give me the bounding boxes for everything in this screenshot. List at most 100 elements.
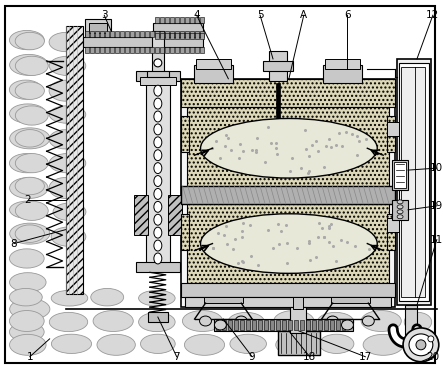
Bar [264,320,268,330]
Ellipse shape [15,177,44,195]
Bar [140,47,144,53]
Ellipse shape [49,106,86,123]
Bar [228,320,232,330]
Bar [185,17,189,23]
Text: 8: 8 [11,239,17,249]
Ellipse shape [154,240,162,251]
Ellipse shape [10,273,46,292]
Bar [134,195,148,235]
Bar [342,320,346,330]
Bar [195,59,231,69]
Bar [150,47,154,53]
Ellipse shape [154,253,162,264]
Text: 17: 17 [359,352,372,362]
Bar [276,320,280,330]
Ellipse shape [139,290,175,306]
Bar [155,47,159,53]
Bar [100,47,104,53]
Bar [95,47,99,53]
Ellipse shape [235,316,247,326]
Ellipse shape [154,124,162,135]
Bar [170,33,174,39]
Bar [89,23,107,33]
Bar [160,31,164,37]
Ellipse shape [228,313,264,332]
Ellipse shape [154,227,162,238]
Bar [155,31,159,37]
Text: 2: 2 [24,195,31,205]
Ellipse shape [183,311,223,331]
Text: 12: 12 [426,10,439,20]
Bar [135,31,139,37]
Ellipse shape [9,154,44,173]
Bar [387,218,399,232]
Ellipse shape [416,340,426,350]
Bar [306,320,310,330]
Bar [136,262,180,272]
Ellipse shape [397,205,403,209]
Text: 6: 6 [344,10,351,20]
Bar [294,320,298,330]
Ellipse shape [154,137,162,148]
Ellipse shape [154,150,162,161]
Ellipse shape [15,32,44,50]
Ellipse shape [361,311,401,331]
Text: 18: 18 [303,352,316,362]
Bar [115,31,119,37]
Ellipse shape [184,334,225,355]
Ellipse shape [16,201,48,220]
Ellipse shape [272,289,304,306]
Bar [105,31,109,37]
Ellipse shape [154,111,162,122]
Ellipse shape [51,334,92,354]
Bar [394,162,406,188]
Ellipse shape [397,215,403,219]
Bar [66,26,83,294]
Bar [185,33,189,39]
Bar [185,31,189,37]
Ellipse shape [274,311,314,331]
Bar [147,71,169,77]
Bar [125,31,129,37]
Bar [387,123,399,137]
Ellipse shape [9,289,42,306]
Ellipse shape [93,311,133,331]
Bar [263,61,293,71]
Ellipse shape [154,214,162,225]
Ellipse shape [9,249,44,268]
Bar [115,47,119,53]
Bar [199,17,203,23]
Text: 20: 20 [426,352,439,362]
Ellipse shape [51,227,86,246]
Text: 10: 10 [430,163,443,173]
Bar [387,214,395,249]
Bar [180,17,184,23]
Bar [190,17,194,23]
Ellipse shape [10,334,46,355]
Bar [194,65,233,83]
Ellipse shape [139,313,175,332]
Bar [405,305,417,335]
Bar [170,17,174,23]
Bar [170,31,174,37]
Bar [187,204,389,283]
Ellipse shape [10,104,46,123]
Ellipse shape [16,106,48,125]
Ellipse shape [9,80,42,99]
Bar [181,186,395,204]
Ellipse shape [404,313,431,332]
Ellipse shape [398,290,430,306]
Ellipse shape [154,59,162,67]
Bar [222,320,226,330]
Bar [175,33,179,39]
Bar [90,31,94,37]
Bar [110,47,114,53]
Bar [130,47,134,53]
Ellipse shape [53,203,86,221]
Text: 19: 19 [430,201,443,211]
Ellipse shape [9,31,44,50]
Ellipse shape [363,334,403,355]
Text: A: A [300,10,307,20]
Ellipse shape [342,320,354,330]
Ellipse shape [49,56,86,76]
